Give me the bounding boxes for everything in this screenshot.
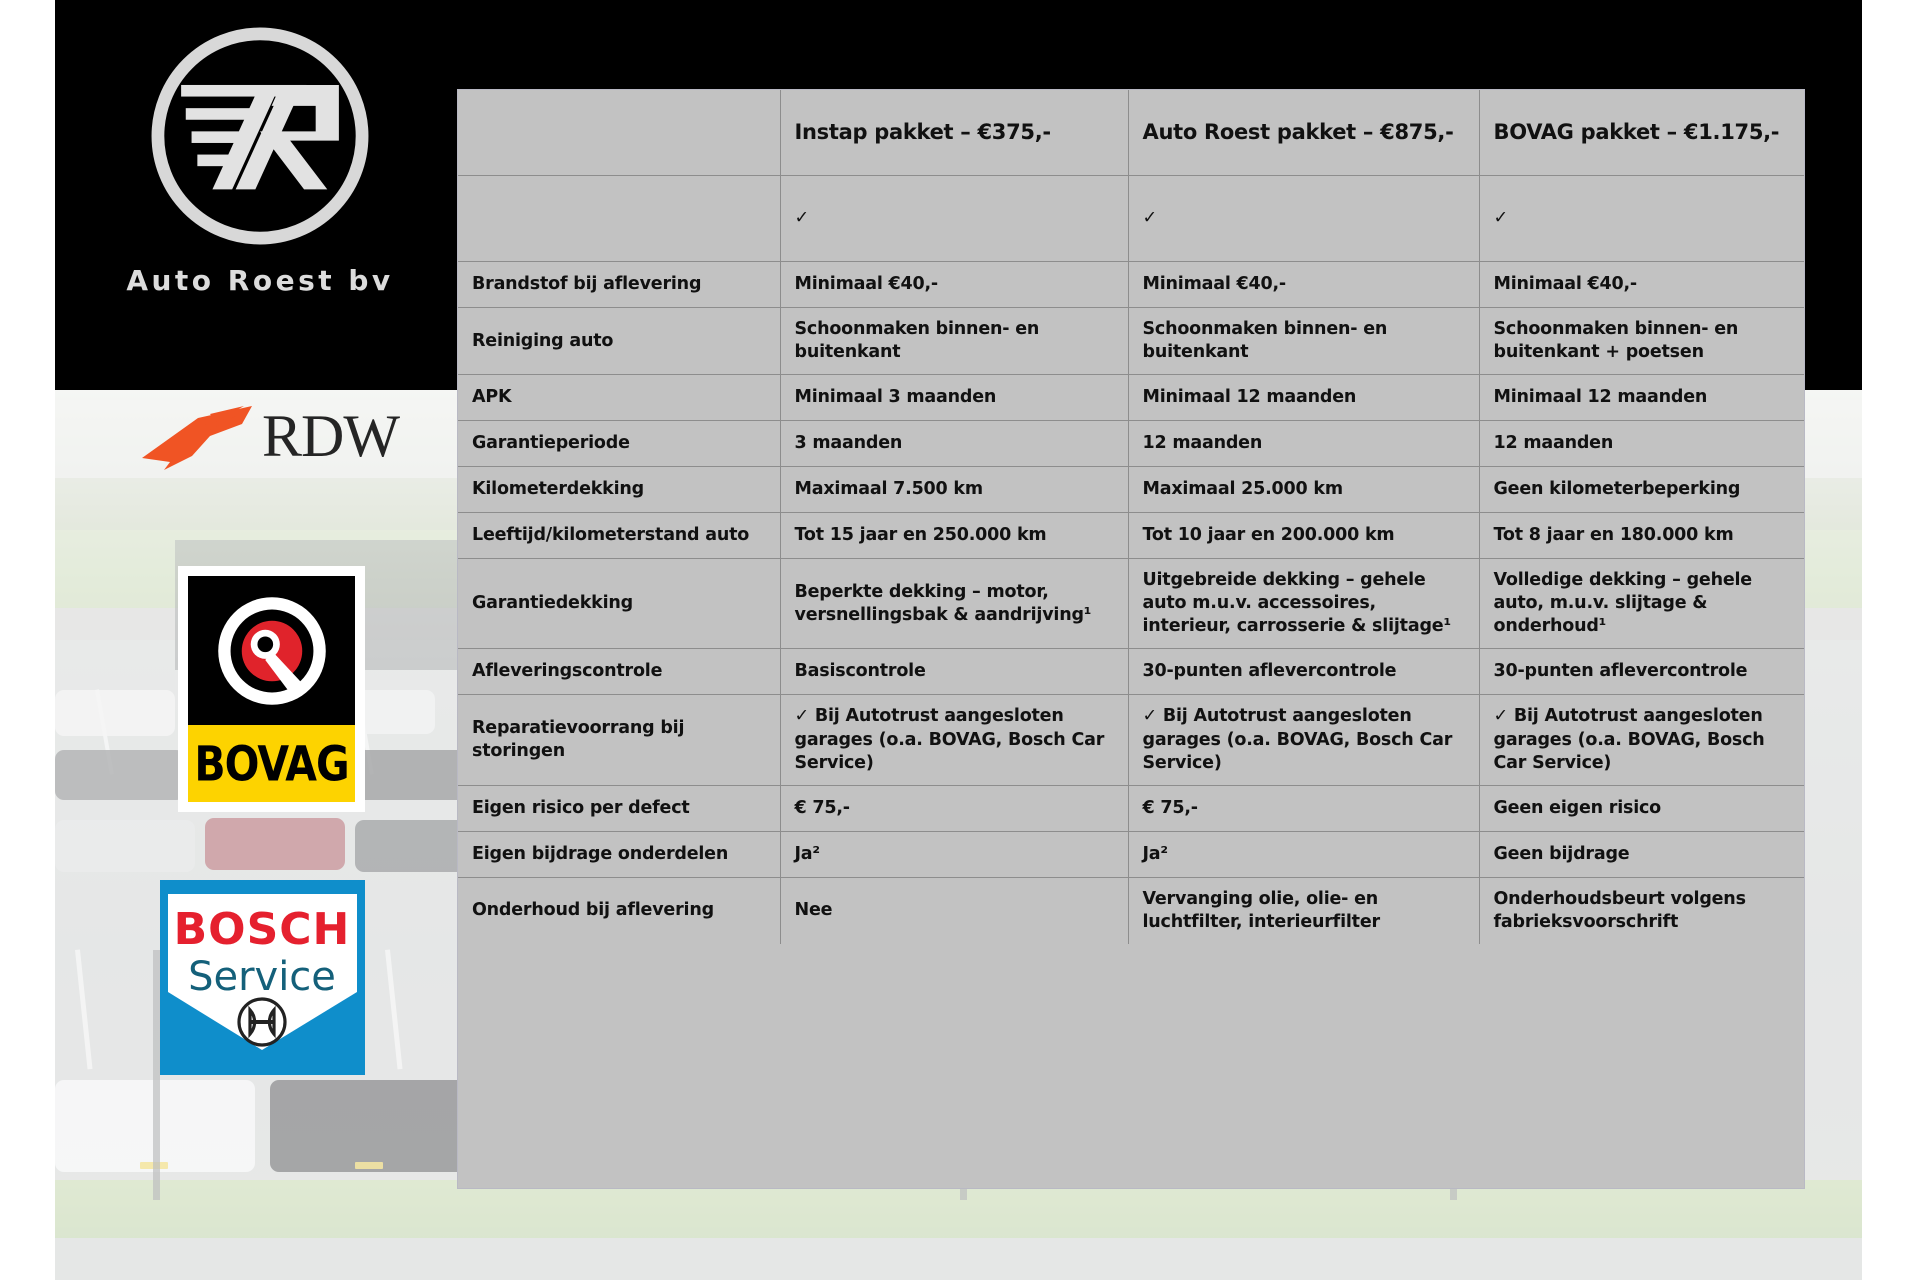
row-label-apk: APK — [458, 374, 781, 421]
row-label-kilometerdekking: Kilometerdekking — [458, 466, 781, 513]
cell-instap: Minimaal €40,- — [780, 261, 1129, 308]
row-label — [458, 175, 781, 262]
svg-text:Service: Service — [188, 954, 336, 1000]
table-head: Instap pakket – €375,- Auto Roest pakket… — [458, 90, 1804, 176]
row-label-garantiedekking: Garantiedekking — [458, 558, 781, 649]
comparison-table: Instap pakket – €375,- Auto Roest pakket… — [458, 90, 1804, 944]
cell-instap: Maximaal 7.500 km — [780, 466, 1129, 513]
bosch-service-logo-icon: BOSCH Service — [160, 880, 365, 1075]
cell-instap: Basiscontrole — [780, 648, 1129, 695]
cell-bovag: 30-punten aflevercontrole — [1479, 648, 1804, 695]
cell-bovag: Minimaal 12 maanden — [1479, 374, 1804, 421]
cell-bovag: Volledige dekking – gehele auto, m.u.v. … — [1479, 558, 1804, 649]
cell-autoroest: 12 maanden — [1128, 420, 1480, 467]
table-body: ✓ ✓ ✓ Brandstof bij aflevering Minimaal … — [458, 175, 1804, 944]
cell-bovag: Geen kilometerbeperking — [1479, 466, 1804, 513]
row-label-garantieperiode: Garantieperiode — [458, 420, 781, 467]
cell-instap: 3 maanden — [780, 420, 1129, 467]
svg-text:BOSCH: BOSCH — [174, 904, 351, 955]
bovag-bottom-panel: BOVAG — [188, 725, 355, 802]
cell-autoroest: Vervanging olie, olie- en luchtfilter, i… — [1128, 876, 1480, 944]
brand-name-label: Auto Roest bv — [126, 264, 394, 297]
table-row: Garantiedekking Beperkte dekking – motor… — [458, 558, 1804, 649]
cell-bovag: ✓ Bij Autotrust aangesloten garages (o.a… — [1479, 694, 1804, 786]
cell-autoroest: Schoonmaken binnen- en buitenkant — [1128, 306, 1480, 375]
row-label-eigenrisico: Eigen risico per defect — [458, 784, 781, 832]
cell-autoroest: Uitgebreide dekking – gehele auto m.u.v.… — [1128, 558, 1480, 649]
table-row: Eigen bijdrage onderdelen Ja² Ja² Geen b… — [458, 830, 1804, 878]
table-row: Onderhoud bij aflevering Nee Vervanging … — [458, 876, 1804, 944]
row-label-afleveringscontrole: Afleveringscontrole — [458, 648, 781, 695]
column-header-autoroest: Auto Roest pakket – €875,- — [1128, 90, 1480, 176]
table-row-checkmarks: ✓ ✓ ✓ — [458, 175, 1804, 262]
column-header-feature — [458, 90, 781, 176]
cell-bovag: Onderhoudsbeurt volgens fabrieksvoorschr… — [1479, 876, 1804, 944]
rdw-wordmark: RDW — [262, 403, 400, 469]
cell-bovag: Geen bijdrage — [1479, 830, 1804, 878]
column-header-instap: Instap pakket – €375,- — [780, 90, 1129, 176]
cell-bovag: Minimaal €40,- — [1479, 261, 1804, 308]
cell-instap: ✓ Bij Autotrust aangesloten garages (o.a… — [780, 694, 1129, 786]
bovag-logo-icon: BOVAG — [178, 566, 365, 812]
package-comparison-table: Instap pakket – €375,- Auto Roest pakket… — [458, 90, 1804, 1188]
row-label-leeftijd: Leeftijd/kilometerstand auto — [458, 512, 781, 559]
bovag-wheel-icon — [217, 596, 326, 705]
table-row: Garantieperiode 3 maanden 12 maanden 12 … — [458, 420, 1804, 467]
cell-instap: Tot 15 jaar en 250.000 km — [780, 512, 1129, 559]
brand-logo-block: Auto Roest bv — [110, 20, 410, 340]
rdw-bird-icon — [142, 406, 252, 470]
cell-instap: Ja² — [780, 830, 1129, 878]
table-row: Afleveringscontrole Basiscontrole 30-pun… — [458, 648, 1804, 695]
cell-autoroest: Minimaal 12 maanden — [1128, 374, 1480, 421]
table-row: Reparatievoorrang bij storingen ✓ Bij Au… — [458, 694, 1804, 786]
table-row: Eigen risico per defect € 75,- € 75,- Ge… — [458, 784, 1804, 832]
cell-instap: € 75,- — [780, 784, 1129, 832]
cell-autoroest: € 75,- — [1128, 784, 1480, 832]
row-label-reparatievoorrang: Reparatievoorrang bij storingen — [458, 694, 781, 786]
table-row: APK Minimaal 3 maanden Minimaal 12 maand… — [458, 374, 1804, 421]
cell-instap: Schoonmaken binnen- en buitenkant — [780, 306, 1129, 375]
cell-autoroest: Tot 10 jaar en 200.000 km — [1128, 512, 1480, 559]
cell-check-autoroest: ✓ — [1128, 175, 1480, 262]
rdw-logo-icon: RDW — [140, 398, 405, 474]
table-row: Brandstof bij aflevering Minimaal €40,- … — [458, 261, 1804, 308]
cell-autoroest: 30-punten aflevercontrole — [1128, 648, 1480, 695]
cell-autoroest: Minimaal €40,- — [1128, 261, 1480, 308]
cell-autoroest: Ja² — [1128, 830, 1480, 878]
cell-bovag: 12 maanden — [1479, 420, 1804, 467]
cell-autoroest: ✓ Bij Autotrust aangesloten garages (o.a… — [1128, 694, 1480, 786]
row-label-reiniging: Reiniging auto — [458, 306, 781, 375]
table-row: Reiniging auto Schoonmaken binnen- en bu… — [458, 306, 1804, 375]
row-label-eigenbijdrage: Eigen bijdrage onderdelen — [458, 830, 781, 878]
auto-roest-7r-monogram-icon — [151, 27, 369, 245]
cell-bovag: Geen eigen risico — [1479, 784, 1804, 832]
row-label-onderhoud: Onderhoud bij aflevering — [458, 876, 781, 944]
row-label-brandstof: Brandstof bij aflevering — [458, 261, 781, 308]
cell-instap: Minimaal 3 maanden — [780, 374, 1129, 421]
cell-instap: Nee — [780, 876, 1129, 944]
bovag-wordmark: BOVAG — [194, 735, 349, 792]
cell-instap: Beperkte dekking – motor, versnellingsba… — [780, 558, 1129, 649]
table-header-row: Instap pakket – €375,- Auto Roest pakket… — [458, 90, 1804, 176]
column-header-bovag: BOVAG pakket – €1.175,- — [1493, 119, 1780, 144]
cell-check-bovag: ✓ — [1479, 175, 1804, 262]
cell-check-instap: ✓ — [780, 175, 1129, 262]
bosch-service-shield-icon: BOSCH Service — [160, 880, 365, 1075]
cell-bovag: Schoonmaken binnen- en buitenkant + poet… — [1479, 306, 1804, 375]
cell-autoroest: Maximaal 25.000 km — [1128, 466, 1480, 513]
table-row: Leeftijd/kilometerstand auto Tot 15 jaar… — [458, 512, 1804, 559]
cell-bovag: Tot 8 jaar en 180.000 km — [1479, 512, 1804, 559]
table-row: Kilometerdekking Maximaal 7.500 km Maxim… — [458, 466, 1804, 513]
